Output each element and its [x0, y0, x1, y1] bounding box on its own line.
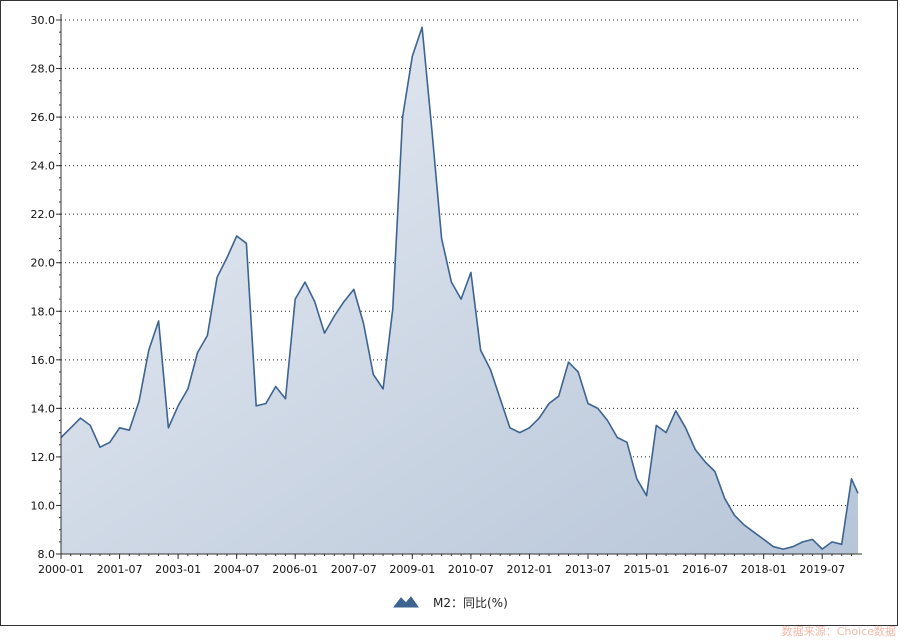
x-tick-label: 2004-07 — [214, 563, 260, 576]
y-tick-label: 8.0 — [38, 548, 56, 561]
y-tick-label: 12.0 — [31, 451, 56, 464]
y-tick-label: 20.0 — [31, 257, 56, 270]
x-tick-label: 2010-07 — [448, 563, 494, 576]
chart-frame — [0, 0, 898, 626]
legend[interactable]: M2：同比(%) — [392, 596, 508, 610]
y-axis-ticks: 8.0 10.0 12.0 14.0 16.0 18.0 20.0 22.0 24.0 26.0 2… — [31, 14, 61, 561]
x-tick-label: 2018-01 — [741, 563, 787, 576]
x-tick-label: 2007-07 — [331, 563, 377, 576]
x-tick-label: 2009-01 — [389, 563, 435, 576]
x-tick-label: 2000-01 — [38, 563, 84, 576]
y-tick-label: 28.0 — [31, 63, 56, 76]
source-note: 数据来源：Choice数据 — [781, 625, 896, 638]
y-tick-label: 18.0 — [31, 305, 56, 318]
x-tick-label: 2016-07 — [682, 563, 728, 576]
m2-series-line — [60, 26, 859, 550]
x-tick-label: 2012-01 — [506, 563, 552, 576]
y-tick-label: 10.0 — [31, 499, 56, 512]
x-tick-label: 2006-01 — [272, 563, 318, 576]
y-tick-label: 26.0 — [31, 111, 56, 124]
x-tick-label: 2019-07 — [799, 563, 845, 576]
x-tick-label: 2001-07 — [97, 563, 143, 576]
x-axis-ticks: 2000-01 2001-07 2003-01 2004-07 2006-01 2007-… — [38, 554, 852, 576]
x-tick-label: 2003-01 — [155, 563, 201, 576]
y-tick-label: 14.0 — [31, 402, 56, 415]
x-tick-label: 2015-01 — [624, 563, 670, 576]
y-tick-label: 22.0 — [31, 208, 56, 221]
m2-area-fill — [61, 27, 858, 555]
legend-area-icon — [392, 596, 419, 608]
y-tick-label: 16.0 — [31, 354, 56, 367]
x-tick-label: 2013-07 — [565, 563, 611, 576]
series-area — [60, 26, 859, 555]
y-tick-label: 30.0 — [31, 14, 56, 27]
legend-label: M2：同比(%) — [433, 596, 508, 610]
y-tick-label: 24.0 — [31, 160, 56, 173]
